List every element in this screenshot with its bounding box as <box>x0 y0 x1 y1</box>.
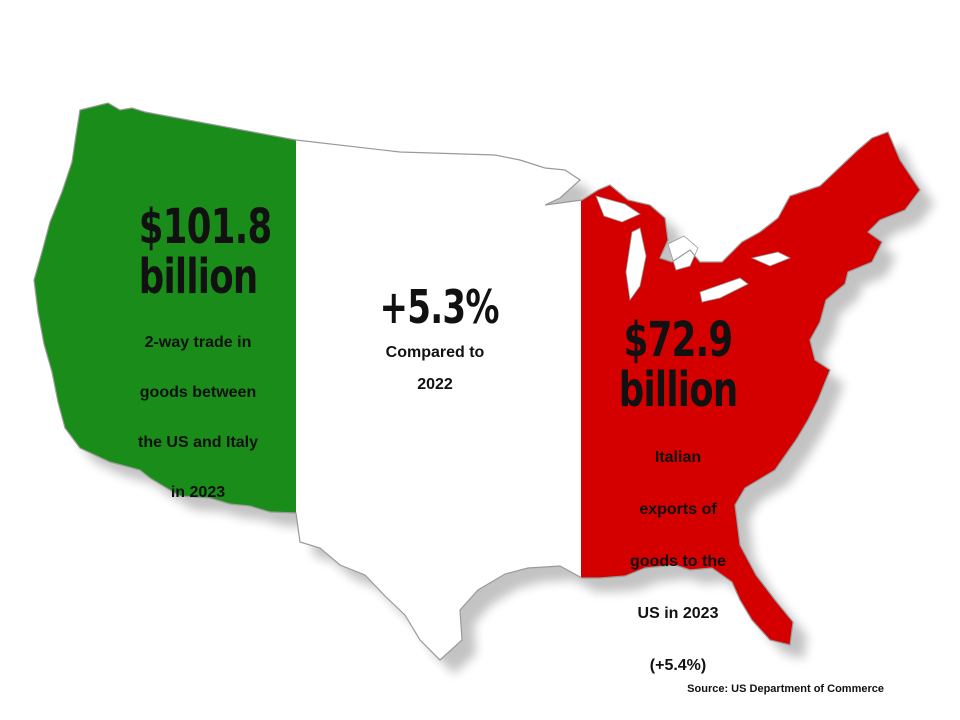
stat-left-caption-2: goods between <box>139 383 257 401</box>
great-lakes <box>595 195 791 303</box>
source-note: Source: US Department of Commerce <box>687 683 884 695</box>
stat-right-caption-2: exports of <box>639 500 717 518</box>
stat-mid-caption-1: Compared to <box>385 344 485 362</box>
stat-right-unit: billion <box>618 362 738 419</box>
stat-mid-caption-2: 2022 <box>417 376 453 394</box>
stat-right-caption-4: US in 2023 <box>637 604 719 622</box>
stat-total-trade: $101.8 billion 2-way trade in goods betw… <box>118 202 278 503</box>
stat-italian-exports: $72.9 billion Italian exports of goods t… <box>598 315 758 676</box>
stat-left-value: $101.8 <box>138 199 272 255</box>
stat-left-caption-3: the US and Italy <box>137 433 259 451</box>
stat-left-caption-1: 2-way trade in <box>144 333 252 351</box>
stat-left-caption-4: in 2023 <box>170 483 226 501</box>
stat-mid-value: +5.3% <box>379 280 500 334</box>
stat-left-unit: billion <box>138 249 258 306</box>
stat-growth: +5.3% Compared to 2022 <box>360 283 510 395</box>
stat-right-value: $72.9 <box>623 312 733 368</box>
stat-right-caption-3: goods to the <box>630 552 726 570</box>
stat-right-caption-5: (+5.4%) <box>649 656 707 674</box>
stat-right-caption-1: Italian <box>654 448 702 466</box>
